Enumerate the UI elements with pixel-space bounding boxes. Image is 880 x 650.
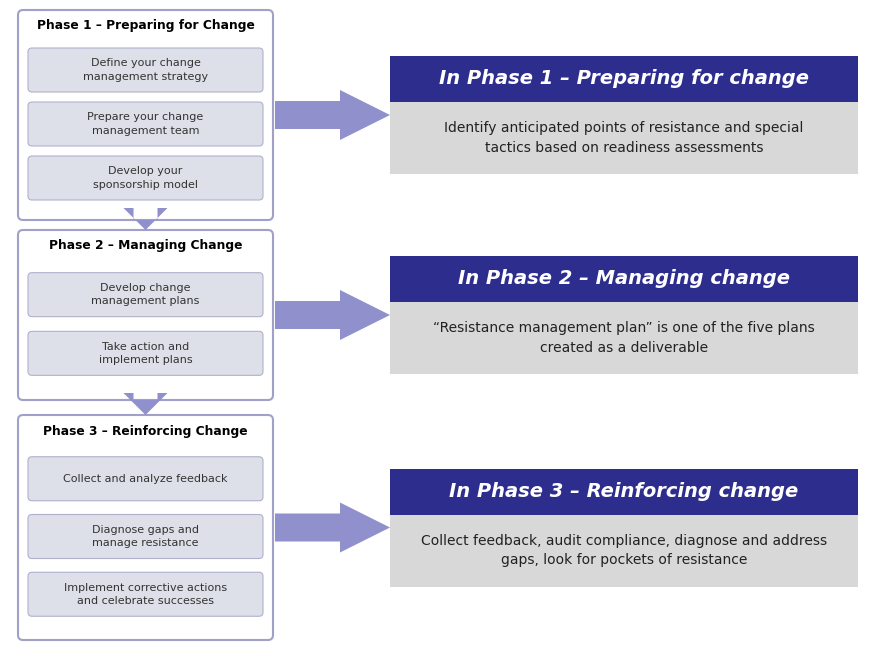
FancyBboxPatch shape bbox=[18, 230, 273, 400]
FancyBboxPatch shape bbox=[28, 102, 263, 146]
Text: In Phase 3 – Reinforcing change: In Phase 3 – Reinforcing change bbox=[450, 482, 799, 501]
Polygon shape bbox=[123, 393, 167, 415]
Text: Prepare your change
management team: Prepare your change management team bbox=[87, 112, 203, 136]
Text: Diagnose gaps and
manage resistance: Diagnose gaps and manage resistance bbox=[92, 525, 199, 548]
Polygon shape bbox=[275, 290, 390, 340]
FancyBboxPatch shape bbox=[28, 572, 263, 616]
Text: Phase 2 – Managing Change: Phase 2 – Managing Change bbox=[48, 239, 242, 252]
Text: Develop change
management plans: Develop change management plans bbox=[92, 283, 200, 306]
Bar bbox=[390, 56, 858, 102]
Text: Identify anticipated points of resistance and special
tactics based on readiness: Identify anticipated points of resistanc… bbox=[444, 122, 803, 155]
Text: Implement corrective actions
and celebrate successes: Implement corrective actions and celebra… bbox=[64, 582, 227, 606]
Bar bbox=[390, 469, 858, 515]
FancyBboxPatch shape bbox=[28, 515, 263, 558]
Text: Define your change
management strategy: Define your change management strategy bbox=[83, 58, 208, 82]
Bar bbox=[390, 302, 858, 374]
Text: Collect and analyze feedback: Collect and analyze feedback bbox=[63, 474, 228, 484]
FancyBboxPatch shape bbox=[28, 48, 263, 92]
Bar bbox=[390, 256, 858, 302]
Text: In Phase 1 – Preparing for change: In Phase 1 – Preparing for change bbox=[439, 70, 809, 88]
Bar bbox=[390, 102, 858, 174]
Polygon shape bbox=[275, 502, 390, 552]
Text: Take action and
implement plans: Take action and implement plans bbox=[99, 342, 193, 365]
FancyBboxPatch shape bbox=[28, 272, 263, 317]
Bar bbox=[390, 515, 858, 586]
Text: “Resistance management plan” is one of the five plans
created as a deliverable: “Resistance management plan” is one of t… bbox=[433, 321, 815, 355]
FancyBboxPatch shape bbox=[28, 156, 263, 200]
Text: Collect feedback, audit compliance, diagnose and address
gaps, look for pockets : Collect feedback, audit compliance, diag… bbox=[421, 534, 827, 567]
Polygon shape bbox=[275, 90, 390, 140]
FancyBboxPatch shape bbox=[28, 457, 263, 500]
Text: Phase 1 – Preparing for Change: Phase 1 – Preparing for Change bbox=[37, 20, 254, 32]
FancyBboxPatch shape bbox=[18, 415, 273, 640]
Text: Phase 3 – Reinforcing Change: Phase 3 – Reinforcing Change bbox=[43, 424, 248, 437]
FancyBboxPatch shape bbox=[28, 332, 263, 375]
FancyBboxPatch shape bbox=[18, 10, 273, 220]
Text: In Phase 2 – Managing change: In Phase 2 – Managing change bbox=[458, 270, 790, 289]
Text: Develop your
sponsorship model: Develop your sponsorship model bbox=[93, 166, 198, 190]
Polygon shape bbox=[123, 208, 167, 230]
